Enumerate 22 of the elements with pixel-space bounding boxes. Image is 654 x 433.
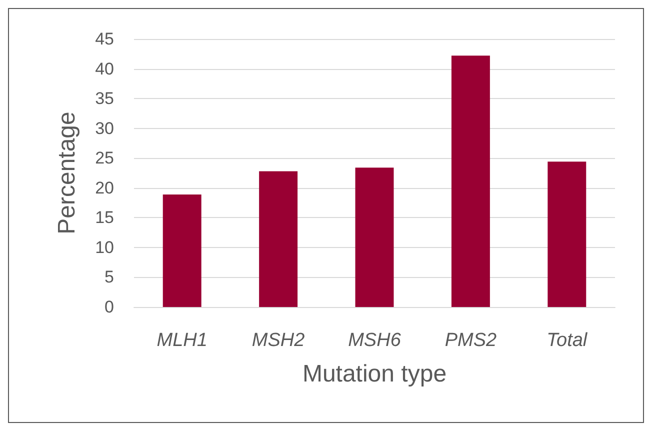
bar — [259, 171, 298, 307]
y-tick-label: 15 — [95, 208, 114, 228]
bar — [548, 162, 586, 307]
y-axis-title: Percentage — [54, 112, 80, 234]
bar — [355, 168, 394, 307]
y-tick-label: 40 — [95, 59, 114, 78]
y-tick-label: 0 — [104, 298, 114, 316]
y-tick-label: 25 — [95, 148, 114, 168]
bar — [451, 56, 490, 307]
bar — [162, 194, 202, 307]
y-tick-label: 45 — [95, 30, 114, 48]
y-tick-label: 20 — [95, 178, 114, 198]
y-tick-label: 30 — [95, 118, 114, 138]
x-axis-title: Mutation type — [302, 360, 447, 388]
y-tick-label: 10 — [95, 238, 114, 257]
x-tick-label: PMS2 — [444, 330, 497, 351]
y-tick-label: 35 — [95, 89, 114, 108]
x-tick-label: MSH2 — [252, 330, 306, 351]
x-tick-label: Total — [546, 330, 588, 351]
x-tick-label: MSH6 — [348, 330, 402, 351]
y-tick-label: 5 — [104, 268, 114, 287]
x-tick-label: MLH1 — [156, 330, 208, 351]
